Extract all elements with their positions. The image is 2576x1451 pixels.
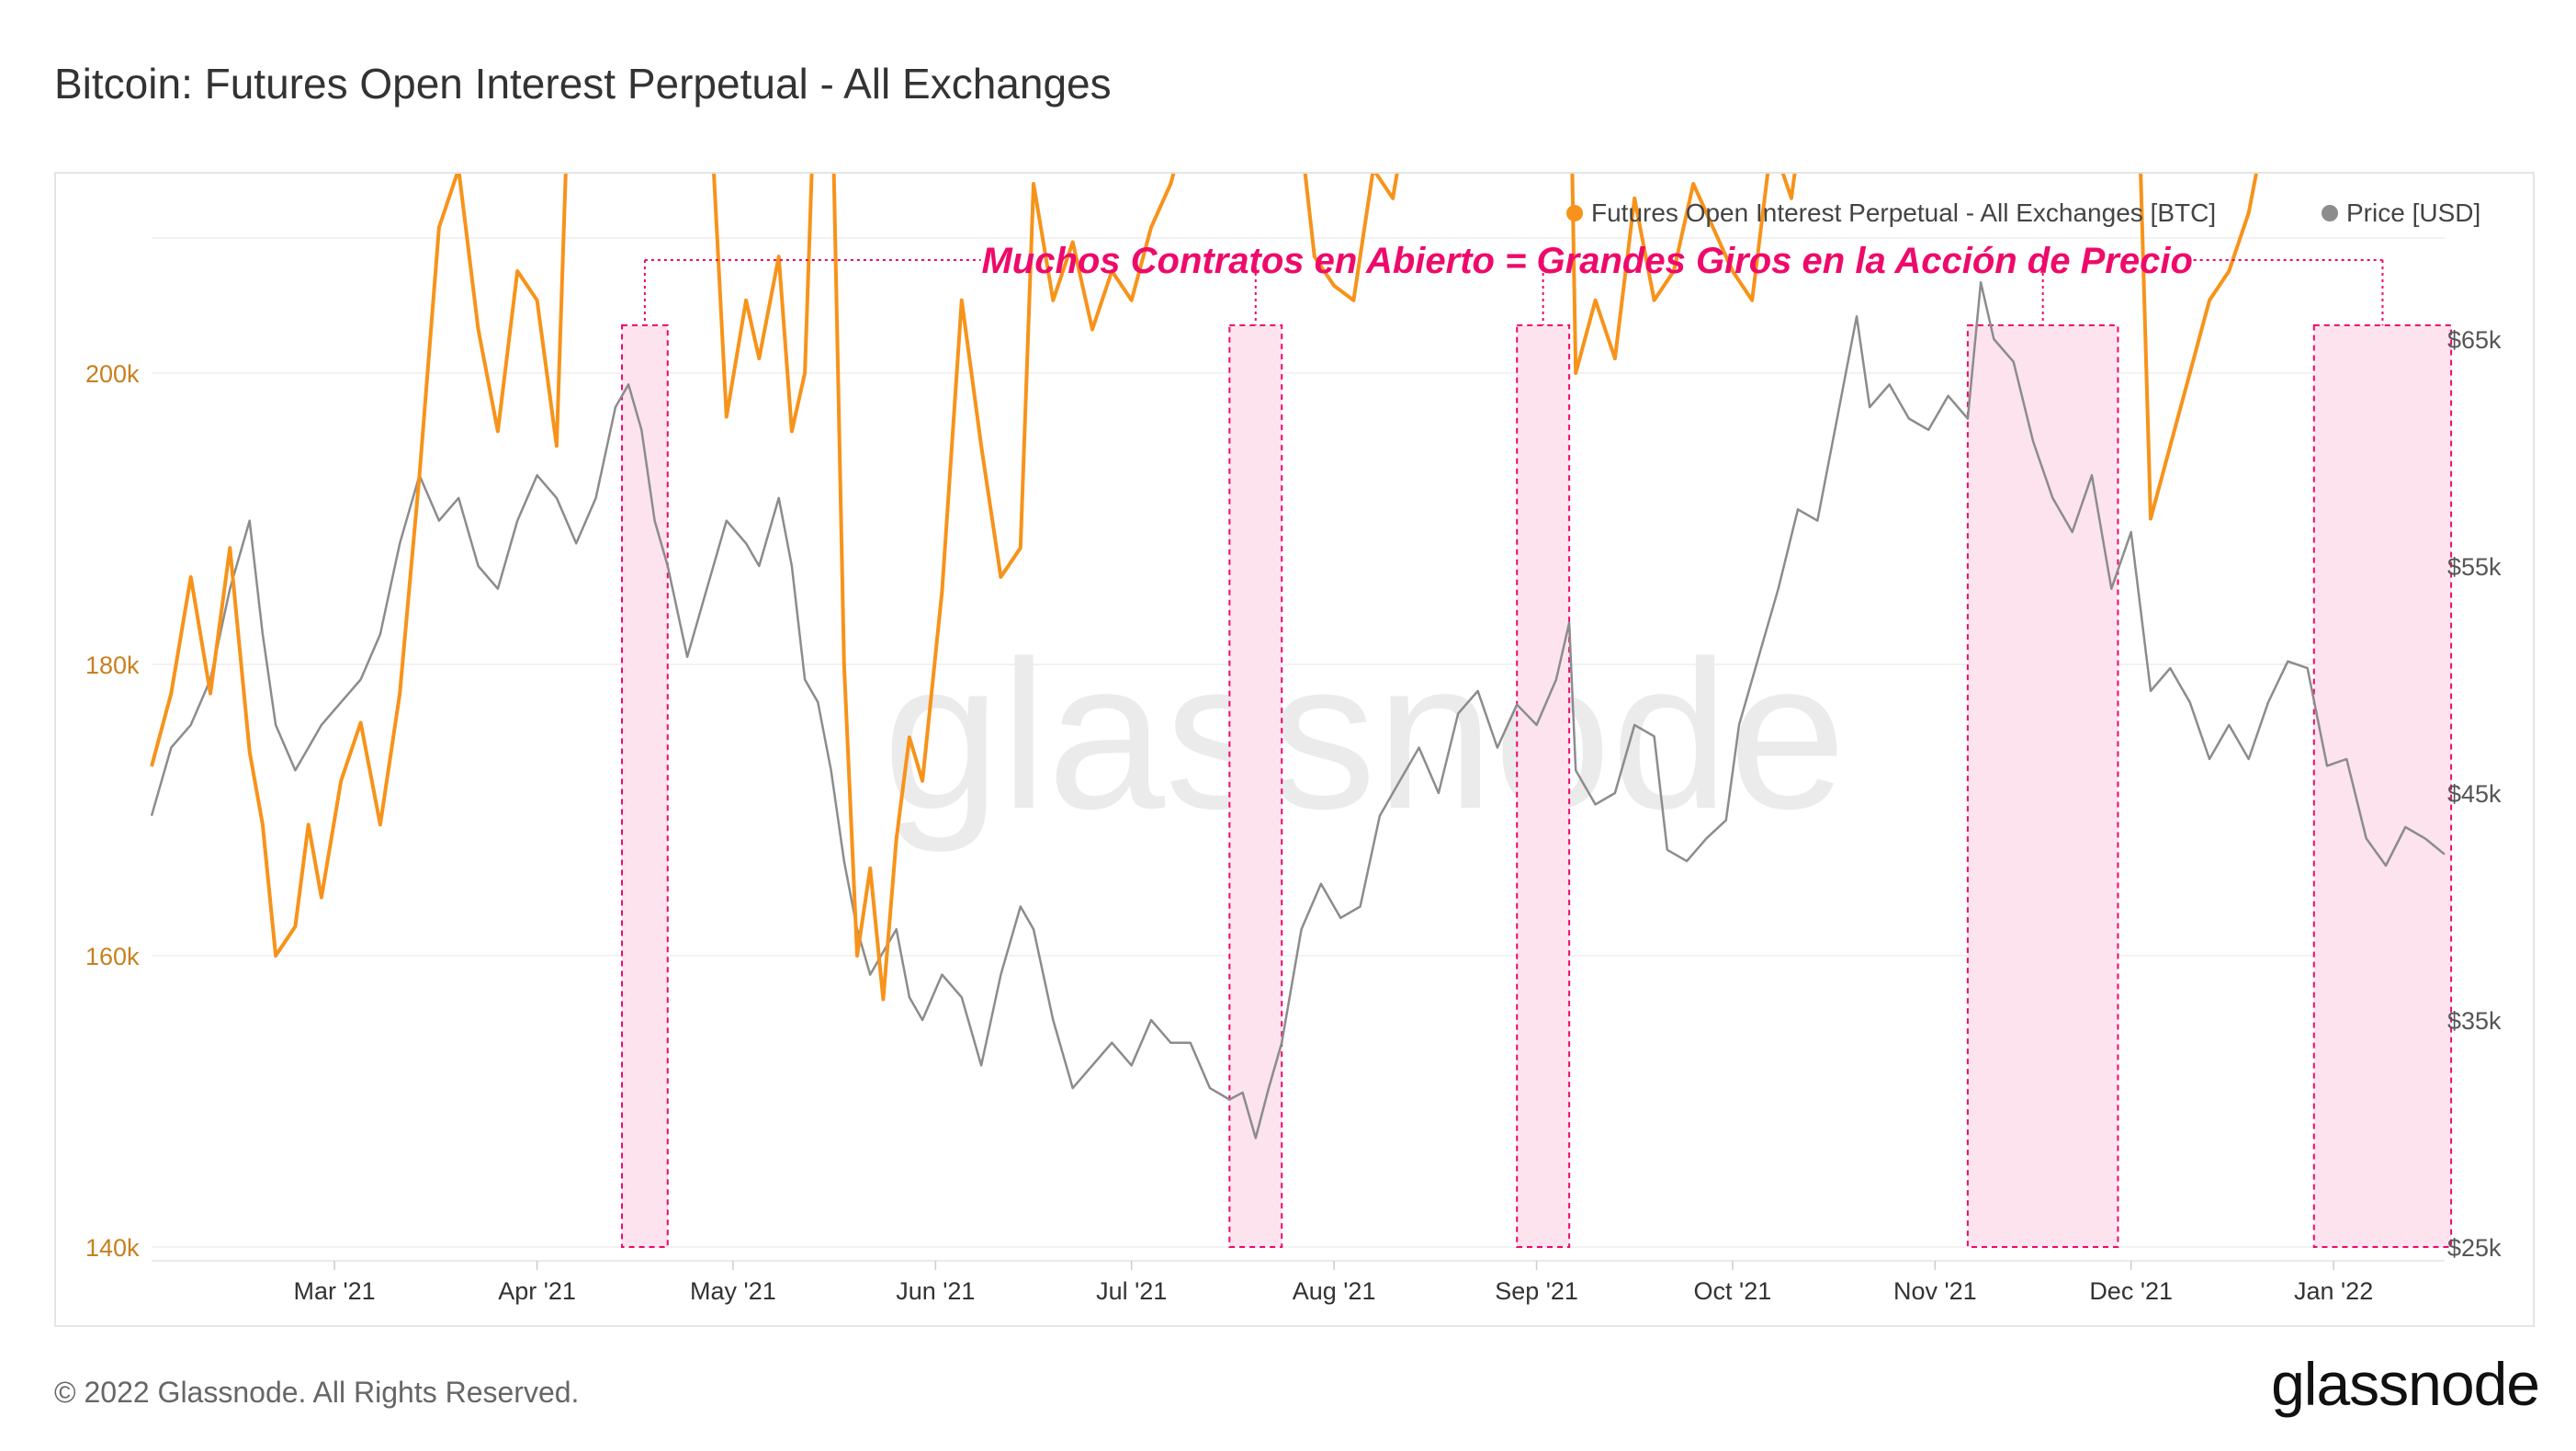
y-left-tick-label: 200k xyxy=(85,360,140,388)
y-left-tick-label: 180k xyxy=(85,652,140,679)
highlight-band xyxy=(621,324,669,1248)
highlight-band xyxy=(2312,324,2453,1248)
y-right-tick-label: $55k xyxy=(2447,553,2502,581)
highlight-band xyxy=(1516,324,1571,1248)
y-right-tick-label: $25k xyxy=(2447,1234,2502,1262)
legend-label-open-interest: Futures Open Interest Perpetual - All Ex… xyxy=(1591,198,2216,227)
chart-frame: glassnode 240.000 BTC Muchos Contratos e… xyxy=(54,172,2535,1327)
chart-canvas: glassnode 240.000 BTC Muchos Contratos e… xyxy=(85,174,2502,1305)
y-right-tick-label: $45k xyxy=(2447,780,2502,808)
highlight-band xyxy=(1228,324,1283,1248)
y-left-tick-label: 140k xyxy=(85,1234,140,1262)
x-tick-label: Sep '21 xyxy=(1495,1277,1578,1305)
legend-label-price: Price [USD] xyxy=(2346,198,2480,227)
copyright-text: © 2022 Glassnode. All Rights Reserved. xyxy=(54,1376,580,1409)
glassnode-logo: glassnode xyxy=(2271,1350,2540,1418)
y-right-tick-label: $65k xyxy=(2447,326,2502,354)
x-tick-label: May '21 xyxy=(690,1277,776,1305)
x-tick-label: Jun '21 xyxy=(896,1277,975,1305)
legend-marker-price xyxy=(2322,205,2338,221)
x-tick-label: Apr '21 xyxy=(498,1277,576,1305)
highlight-band xyxy=(1966,324,2119,1248)
x-tick-label: Jul '21 xyxy=(1096,1277,1167,1305)
open-interest-btc-line xyxy=(150,174,2258,1002)
watermark-text: glassnode xyxy=(883,617,1847,853)
chart-title: Bitcoin: Futures Open Interest Perpetual… xyxy=(54,60,1112,108)
x-tick-label: Dec '21 xyxy=(2089,1277,2173,1305)
legend-marker-open-interest xyxy=(1566,205,1583,221)
x-tick-label: Jan '22 xyxy=(2294,1277,2373,1305)
price-usd-line xyxy=(150,281,2446,1139)
y-left-tick-label: 160k xyxy=(85,943,140,970)
x-tick-label: Aug '21 xyxy=(1293,1277,1376,1305)
x-tick-label: Mar '21 xyxy=(294,1277,376,1305)
annotation-text: Muchos Contratos en Abierto = Grandes Gi… xyxy=(981,241,2192,281)
y-right-tick-label: $35k xyxy=(2447,1007,2502,1035)
x-tick-label: Oct '21 xyxy=(1694,1277,1772,1305)
x-tick-label: Nov '21 xyxy=(1893,1277,1977,1305)
